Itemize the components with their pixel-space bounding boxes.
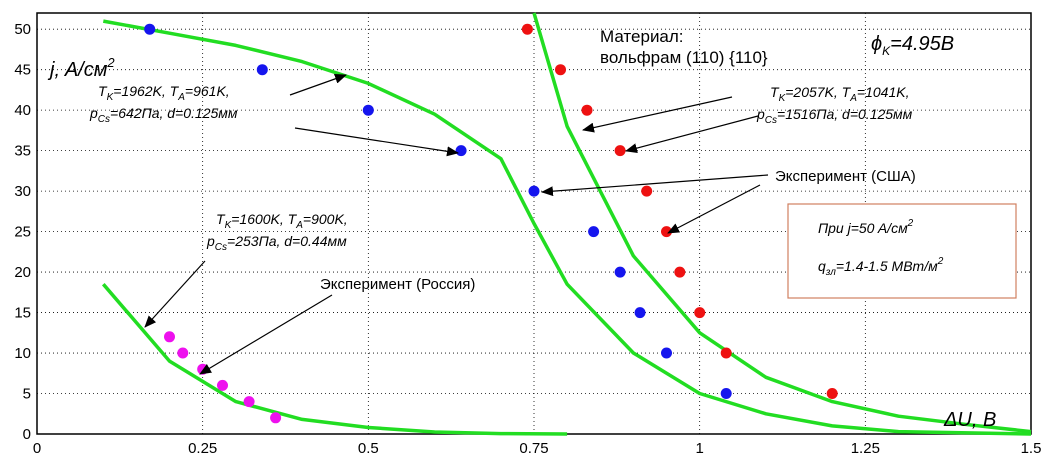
data-point-series-2 (521, 23, 533, 35)
y-tick-label: 30 (14, 183, 31, 200)
data-point-series-2 (720, 347, 732, 359)
set3-params-line2: pCs=253Па, d=0.44мм (206, 233, 347, 253)
data-point-series-1 (455, 145, 467, 157)
arrow-usa-red (667, 184, 761, 234)
y-tick-label: 50 (14, 21, 31, 38)
arrow-usa-blue (541, 174, 769, 197)
x-tick-label: 0.25 (188, 440, 217, 457)
set2-params-line1: TK=2057K, TA=1041K, (770, 84, 909, 104)
info-box-line2: qзл=1.4-1.5 МВт/м2 (818, 256, 944, 278)
y-tick-label: 20 (14, 264, 31, 281)
arrow-set1-lower (294, 127, 459, 157)
data-point-series-3 (270, 412, 282, 424)
data-point-series-2 (826, 388, 838, 399)
x-tick-label: 1 (695, 440, 703, 457)
y-axis-ticks: 0 5 10 15 20 25 30 35 40 45 50 (14, 21, 31, 443)
data-point-series-2 (694, 307, 706, 319)
annotation-arrows (144, 73, 769, 375)
data-point-series-2 (674, 266, 686, 278)
x-axis-ticks: 0 0.25 0.5 0.75 1 1.25 1.5 (33, 440, 1042, 457)
fit-curves (101, 12, 1032, 436)
data-point-series-1 (614, 266, 626, 278)
x-tick-label: 0.5 (358, 440, 379, 457)
data-point-series-1 (144, 23, 156, 35)
data-point-series-3 (217, 379, 228, 391)
arrow-set2-left (582, 96, 733, 133)
data-point-series-1 (661, 347, 672, 359)
arrow-set1-upper (289, 73, 347, 96)
work-function-label: ϕK=4.95B (871, 33, 954, 58)
set3-params-line1: TK=1600K, TA=900K, (216, 211, 348, 231)
x-axis-label: ΔU, B (943, 409, 996, 431)
experiment-russia-label: Эксперимент (Россия) (320, 276, 475, 293)
arrow-set2-right (625, 115, 759, 154)
data-point-series-1 (528, 185, 540, 197)
material-value: вольфрам (110) {110} (600, 48, 768, 67)
y-tick-label: 35 (14, 143, 31, 160)
data-point-series-1 (362, 104, 374, 116)
set1-params-line2: pCs=642Па, d=0.125мм (89, 105, 238, 125)
data-point-series-3 (164, 331, 175, 343)
data-point-series-1 (256, 64, 268, 76)
x-tick-label: 1.25 (851, 440, 880, 457)
data-point-series-1 (720, 388, 732, 399)
data-points (144, 23, 838, 424)
x-tick-label: 0.75 (519, 440, 548, 457)
data-point-series-3 (243, 396, 255, 408)
data-point-series-2 (614, 145, 626, 157)
x-tick-label: 0 (33, 440, 41, 457)
y-tick-label: 40 (14, 102, 31, 119)
y-tick-label: 10 (14, 345, 31, 362)
set1-params-line1: TK=1962K, TA=961K, (98, 83, 230, 103)
info-box (787, 203, 1017, 299)
data-point-series-1 (634, 307, 646, 319)
data-point-series-3 (177, 347, 189, 359)
fit-curve-1 (101, 283, 568, 436)
data-point-series-2 (581, 104, 593, 116)
y-tick-label: 25 (14, 224, 31, 241)
y-tick-label: 15 (14, 305, 31, 322)
y-tick-label: 5 (23, 386, 31, 403)
y-axis-label: j, A/см2 (47, 55, 115, 81)
arrow-russia (199, 294, 333, 375)
x-tick-label: 1.5 (1021, 440, 1042, 457)
info-box-line1: При j=50 A/см2 (818, 218, 914, 236)
set2-params-line2: pCs=1516Па, d=0.125мм (756, 106, 913, 126)
data-point-series-2 (555, 64, 566, 76)
data-point-series-2 (641, 185, 653, 197)
y-tick-label: 0 (23, 426, 31, 443)
material-label: Материал: (600, 27, 684, 46)
fit-curve-3 (532, 12, 1032, 434)
data-point-series-1 (588, 226, 600, 238)
y-tick-label: 45 (14, 62, 31, 79)
fit-curve-2 (102, 19, 1032, 436)
arrow-set3 (144, 260, 206, 328)
experiment-usa-label: Эксперимент (США) (775, 168, 916, 185)
